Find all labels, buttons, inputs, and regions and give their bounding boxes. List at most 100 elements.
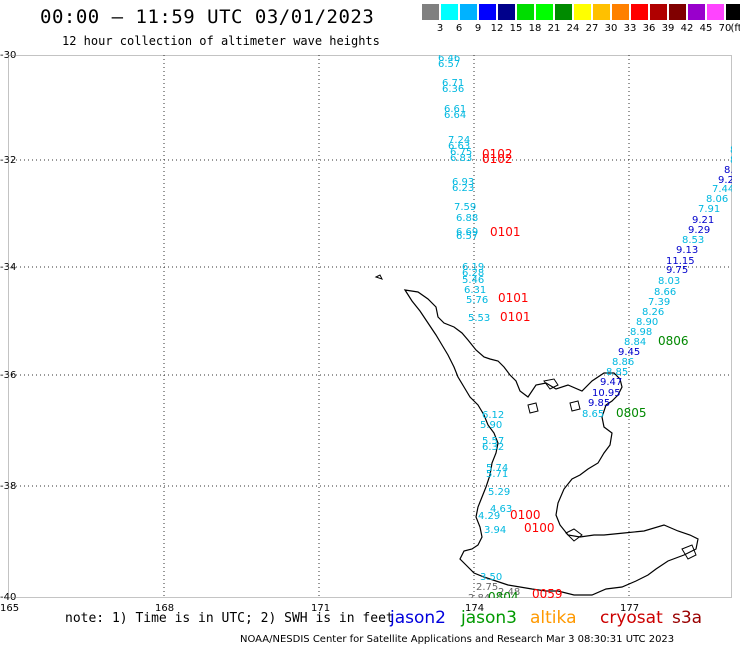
wave-value-northeast: 7.39 xyxy=(648,297,670,308)
credit-line: NOAA/NESDIS Center for Satellite Applica… xyxy=(240,634,675,645)
chart-title: 00:00 – 11:59 UTC 03/01/2023 xyxy=(40,6,375,28)
wave-value-northeast: 8 xyxy=(730,155,732,166)
wave-value-south: 2.84 xyxy=(468,593,490,598)
wave-value-cyan: 5.53 xyxy=(468,313,490,324)
lon-label: 177 xyxy=(620,603,640,614)
wave-height-map: 6.466.576.716.366.616.647.246.636.756.83… xyxy=(8,55,732,598)
wave-value-northeast: 8.65 xyxy=(582,409,604,420)
sat-label-altika: altika xyxy=(530,608,577,628)
wave-value-northeast: 9.21 xyxy=(692,215,714,226)
wave-value-south: 4.29 xyxy=(478,511,500,522)
wave-value-cyan: 6.23 xyxy=(452,183,474,194)
legend-label: 30 xyxy=(604,23,618,34)
legend-label: 21 xyxy=(547,23,561,34)
sat-label-jason2: jason2 xyxy=(390,608,446,628)
wave-value-cyan: 6.63 xyxy=(448,141,470,152)
pass-time-green: 0804 xyxy=(488,590,519,598)
wave-value-cyan: 6.88 xyxy=(456,213,478,224)
wave-value-cyan: 6.61 xyxy=(444,104,466,115)
legend-swatch xyxy=(688,4,705,20)
wave-value-northeast: 10.95 xyxy=(592,388,621,399)
legend-swatch xyxy=(536,4,553,20)
wave-value-northeast: 8.85 xyxy=(606,367,628,378)
pass-time-red: 0101 xyxy=(498,291,529,305)
legend-label: 42 xyxy=(680,23,694,34)
pass-time-red: 0102 xyxy=(482,152,513,166)
wave-value-south: 5.74 xyxy=(486,463,508,474)
lon-label: 171 xyxy=(311,603,331,614)
legend-swatch xyxy=(707,4,724,20)
wave-value-cyan: 7.59 xyxy=(454,202,476,213)
pass-time-red: 0101 xyxy=(490,225,521,239)
island xyxy=(565,528,583,542)
wave-value-northeast: 8.86 xyxy=(612,357,634,368)
wave-value-northeast: 8 xyxy=(730,145,732,156)
chart-subtitle: 12 hour collection of altimeter wave hei… xyxy=(62,34,380,48)
wave-value-cyan: 5.76 xyxy=(466,295,488,306)
legend-swatch xyxy=(479,4,496,20)
wave-value-northeast: 9.45 xyxy=(618,347,640,358)
island xyxy=(527,402,539,414)
legend-label: 12 xyxy=(490,23,504,34)
wave-value-south: 3.94 xyxy=(484,525,506,536)
wave-value-south: 5.90 xyxy=(480,420,502,431)
lon-label: 165 xyxy=(0,603,20,614)
legend-label: 36 xyxy=(642,23,656,34)
legend-swatch xyxy=(631,4,648,20)
legend-label: 24 xyxy=(566,23,580,34)
wave-value-northeast: 8.84 xyxy=(624,337,646,348)
wave-value-northeast: 8.8 xyxy=(724,165,732,176)
wave-value-northeast: 8.98 xyxy=(630,327,652,338)
north-island-coastline xyxy=(403,289,699,596)
sat-label-jason3: jason3 xyxy=(461,608,517,628)
wave-value-northeast: 8.26 xyxy=(642,307,664,318)
wave-value-northeast: 9.29 xyxy=(688,225,710,236)
pass-time-green: 0806 xyxy=(658,334,689,348)
legend-swatch xyxy=(726,4,740,20)
legend-label: 9 xyxy=(474,23,482,34)
legend-swatch xyxy=(555,4,572,20)
lat-label: -40 xyxy=(0,592,17,603)
legend-label: 3 xyxy=(436,23,444,34)
legend-swatch xyxy=(593,4,610,20)
wave-value-south: 2.48 xyxy=(498,587,520,598)
legend-label: 45 xyxy=(699,23,713,34)
sat-label-cryosat: cryosat xyxy=(600,608,663,628)
wave-value-south: 5.71 xyxy=(486,469,508,480)
legend-label: 6 xyxy=(455,23,463,34)
wave-value-south: 6.32 xyxy=(482,442,504,453)
wave-value-south: 2.75 xyxy=(476,582,498,593)
pass-time-green: 0805 xyxy=(616,406,647,420)
pass-time-red: 0101 xyxy=(500,310,531,324)
island xyxy=(681,544,697,560)
legend-label: 70 xyxy=(718,23,732,34)
wave-value-cyan: 6.19 xyxy=(462,262,484,273)
wave-value-northeast: 8.03 xyxy=(658,276,680,287)
wave-value-cyan: 7.24 xyxy=(448,135,470,146)
wave-value-northeast: 9.85 xyxy=(588,398,610,409)
wave-value-south: 6.12 xyxy=(482,410,504,421)
legend-label: 18 xyxy=(528,23,542,34)
wave-value-northeast: 8.06 xyxy=(706,194,728,205)
wave-value-cyan: 6.93 xyxy=(452,177,474,188)
graticule xyxy=(8,55,732,598)
legend-label: 27 xyxy=(585,23,599,34)
wave-value-cyan: 6.57 xyxy=(456,231,478,242)
wave-value-northeast: 8.53 xyxy=(682,235,704,246)
legend-swatch xyxy=(650,4,667,20)
wave-value-northeast: 8.90 xyxy=(636,317,658,328)
legend-label: 39 xyxy=(661,23,675,34)
track-labels: 6.466.576.716.366.616.647.246.636.756.83… xyxy=(438,55,732,598)
island xyxy=(569,400,581,412)
legend-swatch xyxy=(498,4,515,20)
wave-value-cyan: 6.69 xyxy=(456,227,478,238)
wave-value-northeast: 9.13 xyxy=(676,245,698,256)
legend-label: 33 xyxy=(623,23,637,34)
wave-value-cyan: 6.71 xyxy=(442,78,464,89)
wave-value-northeast: 9.75 xyxy=(666,265,688,276)
pass-time-red: 0102 xyxy=(482,147,513,161)
legend-unit: (ft) xyxy=(730,23,740,34)
island xyxy=(543,378,559,390)
wave-value-cyan: 6.64 xyxy=(444,110,466,121)
wave-value-cyan: 6.36 xyxy=(442,84,464,95)
